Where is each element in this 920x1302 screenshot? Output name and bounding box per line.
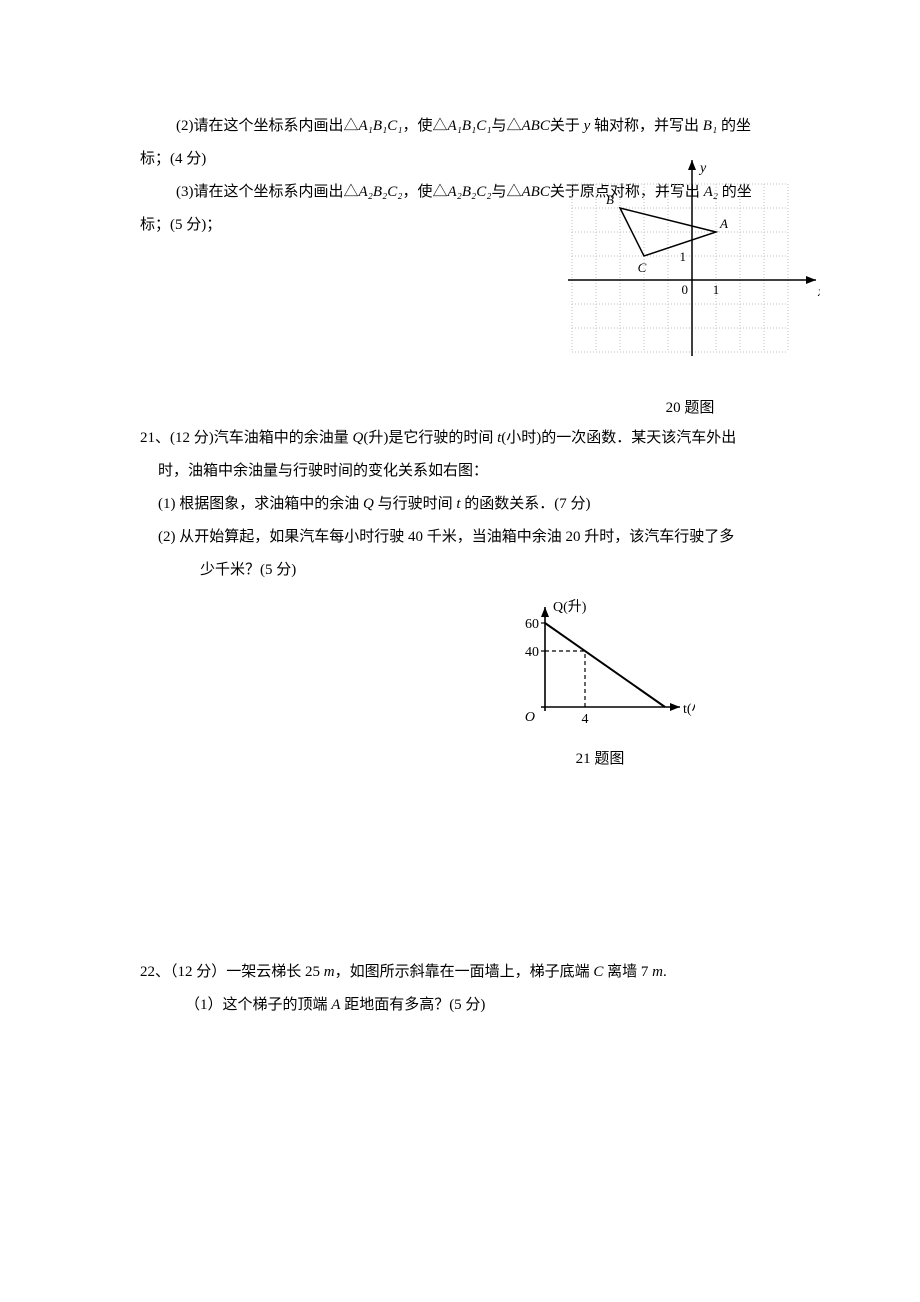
q22-head: 22、（12 分）一架云梯长 25 m，如图所示斜靠在一面墙上，梯子底端 C 离… <box>140 956 780 989</box>
svg-text:0: 0 <box>682 282 689 297</box>
svg-text:60: 60 <box>525 617 539 632</box>
svg-text:1: 1 <box>713 282 720 297</box>
svg-text:4: 4 <box>582 712 589 727</box>
svg-text:Q(升): Q(升) <box>553 599 587 615</box>
q21-sub2-line1: (2) 从开始算起，如果汽车每小时行驶 40 千米，当油箱中余油 20 升时，该… <box>140 521 780 554</box>
figure-21-caption: 21 题图 <box>500 743 700 776</box>
svg-text:y: y <box>698 161 707 176</box>
q21-head-line1: 21、(12 分)汽车油箱中的余油量 Q(升)是它行驶的时间 t(小时)的一次函… <box>140 422 780 455</box>
svg-text:B: B <box>606 192 614 207</box>
svg-text:x: x <box>817 285 820 300</box>
figure-20: x y 0 1 1 A B C 20 题图 <box>560 156 820 425</box>
svg-text:C: C <box>638 260 647 275</box>
figure-21: 60 40 4 O Q(升) t(小时) 21 题图 <box>500 587 700 776</box>
svg-text:1: 1 <box>680 249 687 264</box>
q21-head-line2: 时，油箱中余油量与行驶时间的变化关系如右图： <box>140 455 780 488</box>
svg-text:t(小时): t(小时) <box>683 701 695 717</box>
svg-text:A: A <box>719 216 728 231</box>
q21-sub1: (1) 根据图象，求油箱中的余油 Q 与行驶时间 t 的函数关系．(7 分) <box>140 488 780 521</box>
svg-text:40: 40 <box>525 645 539 660</box>
q21-sub2-line2: 少千米？(5 分) <box>140 554 780 587</box>
q20-p2-line1: (2)请在这个坐标系内画出△A₁B₁C₁，使△A₁B₁C₁与△ABC关于 y 轴… <box>140 110 780 143</box>
svg-text:O: O <box>525 710 535 725</box>
q22-sub1: （1）这个梯子的顶端 A 距地面有多高？(5 分) <box>140 989 780 1022</box>
figure-20-caption: 20 题图 <box>560 392 820 425</box>
